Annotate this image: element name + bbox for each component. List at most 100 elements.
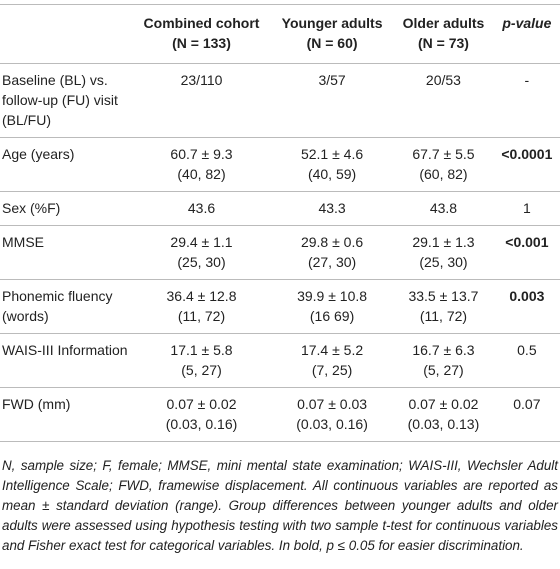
header-name: Younger adults: [281, 15, 383, 31]
table-cell: 33.5 ± 13.7 (11, 72): [393, 279, 494, 334]
cell-line: (11, 72): [177, 308, 226, 324]
table-cell: 60.7 ± 9.3 (40, 82): [132, 137, 271, 192]
cell-line: 0.07 ± 0.02: [408, 396, 479, 412]
table-cell: 0.07 ± 0.02 (0.03, 0.16): [132, 387, 271, 442]
table-cell: 3/57: [271, 63, 394, 138]
row-label: Age (years): [0, 137, 132, 192]
cell-line: -: [524, 72, 530, 88]
cell-line: 52.1 ± 4.6: [300, 146, 364, 162]
table-cell: 43.3: [271, 191, 394, 226]
table-row: FWD (mm) 0.07 ± 0.02 (0.03, 0.16) 0.07 ± 0.…: [0, 387, 560, 442]
header-cell: p-value: [493, 4, 560, 64]
cell-line: (0.03, 0.16): [296, 416, 368, 432]
table-row: Age (years) 60.7 ± 9.3 (40, 82) 52.1 ± 4.6 (…: [0, 137, 560, 192]
table-cell: 0.003: [493, 279, 560, 334]
data-table: Combined cohort (N = 133) Younger adults (N…: [0, 4, 560, 442]
table-row: Baseline (BL) vs. follow-up (FU) visit (…: [0, 63, 560, 138]
cell-line: 43.6: [187, 200, 216, 216]
table-cell: 0.5: [493, 333, 560, 388]
cell-line: (5, 27): [423, 362, 464, 378]
row-label: FWD (mm): [0, 387, 132, 442]
cell-line: 39.9 ± 10.8: [297, 288, 368, 304]
table-cell: 39.9 ± 10.8 (16 69): [271, 279, 394, 334]
header-n: (N = 73): [417, 35, 469, 51]
table-cell: 17.4 ± 5.2 (7, 25): [271, 333, 394, 388]
cell-line: 1: [522, 200, 531, 216]
table-cell: 36.4 ± 12.8 (11, 72): [132, 279, 271, 334]
page: Combined cohort (N = 133) Younger adults (N…: [0, 4, 560, 569]
table-cell: 23/110: [132, 63, 271, 138]
cell-line: 23/110: [180, 72, 223, 88]
cell-line: (40, 82): [177, 166, 226, 182]
cell-line: (7, 25): [311, 362, 353, 378]
table-cell: 16.7 ± 6.3 (5, 27): [393, 333, 494, 388]
header-n: (N = 133): [172, 35, 231, 51]
cell-line: 17.4 ± 5.2: [300, 342, 364, 358]
header-row: Combined cohort (N = 133) Younger adults (N…: [0, 4, 560, 64]
row-label: WAIS-III Information: [0, 333, 132, 388]
cell-line: (0.03, 0.13): [407, 416, 480, 432]
table-row: Sex (%F) 43.6 43.3 43.8 1: [0, 191, 560, 226]
header-cell: [0, 4, 132, 64]
table-cell: <0.0001: [493, 137, 560, 192]
header-cell: Older adults (N = 73): [393, 4, 494, 64]
cell-line: 29.4 ± 1.1: [170, 234, 233, 250]
table-cell: 20/53: [393, 63, 494, 138]
cell-line: (5, 27): [181, 362, 222, 378]
header-name: Combined cohort: [143, 15, 260, 31]
cell-line: <0.0001: [501, 146, 553, 162]
cell-line: 36.4 ± 12.8: [166, 288, 237, 304]
cell-line: 20/53: [425, 72, 461, 88]
table-cell: 52.1 ± 4.6 (40, 59): [271, 137, 394, 192]
table-cell: 1: [493, 191, 560, 226]
cell-line: 60.7 ± 9.3: [170, 146, 233, 162]
table-cell: 0.07 ± 0.03 (0.03, 0.16): [271, 387, 394, 442]
cell-line: 0.5: [517, 342, 537, 358]
header-cell: Combined cohort (N = 133): [132, 4, 271, 64]
table-cell: 29.4 ± 1.1 (25, 30): [132, 225, 271, 280]
table-cell: 43.6: [132, 191, 271, 226]
cell-line: 17.1 ± 5.8: [170, 342, 233, 358]
row-label: Baseline (BL) vs. follow-up (FU) visit (…: [0, 63, 132, 138]
table-cell: 17.1 ± 5.8 (5, 27): [132, 333, 271, 388]
table-cell: 67.7 ± 5.5 (60, 82): [393, 137, 494, 192]
table-row: WAIS-III Information 17.1 ± 5.8 (5, 27) 17.…: [0, 333, 560, 388]
cell-line: 67.7 ± 5.5: [412, 146, 475, 162]
cell-line: 29.8 ± 0.6: [300, 234, 364, 250]
table-row: Phonemic fluency (words) 36.4 ± 12.8 (11, …: [0, 279, 560, 334]
table-cell: 43.8: [393, 191, 494, 226]
table-cell: -: [493, 63, 560, 138]
cell-line: 0.07 ± 0.02: [166, 396, 237, 412]
cell-line: (25, 30): [177, 254, 226, 270]
table-cell: 0.07 ± 0.02 (0.03, 0.13): [393, 387, 494, 442]
table-body: Baseline (BL) vs. follow-up (FU) visit (…: [0, 63, 560, 442]
cell-line: 33.5 ± 13.7: [408, 288, 479, 304]
cell-line: 0.07: [513, 396, 541, 412]
cell-line: 0.07 ± 0.03: [297, 396, 368, 412]
cell-line: (25, 30): [419, 254, 468, 270]
table-head: Combined cohort (N = 133) Younger adults (N…: [0, 4, 560, 64]
cell-line: (60, 82): [419, 166, 468, 182]
table-cell: 29.8 ± 0.6 (27, 30): [271, 225, 394, 280]
table-cell: 0.07: [493, 387, 560, 442]
header-n: (N = 60): [306, 35, 358, 51]
row-label: Sex (%F): [0, 191, 132, 226]
header-name: Older adults: [402, 15, 485, 31]
cell-line: (40, 59): [307, 166, 357, 182]
table-row: MMSE 29.4 ± 1.1 (25, 30) 29.8 ± 0.6 (27, 30)…: [0, 225, 560, 280]
row-label: MMSE: [0, 225, 132, 280]
cell-line: (27, 30): [307, 254, 357, 270]
cell-line: 16.7 ± 6.3: [412, 342, 475, 358]
header-cell: Younger adults (N = 60): [271, 4, 394, 64]
cell-line: 3/57: [318, 72, 346, 88]
table-cell: <0.001: [493, 225, 560, 280]
cell-line: 0.003: [509, 288, 545, 304]
header-name: p-value: [502, 15, 552, 31]
cell-line: <0.001: [505, 234, 549, 250]
cell-line: (16 69): [309, 308, 355, 324]
cell-line: 43.8: [429, 200, 458, 216]
cell-line: 43.3: [318, 200, 346, 216]
cell-line: (0.03, 0.16): [165, 416, 238, 432]
table-cell: 29.1 ± 1.3 (25, 30): [393, 225, 494, 280]
cell-line: (11, 72): [419, 308, 468, 324]
